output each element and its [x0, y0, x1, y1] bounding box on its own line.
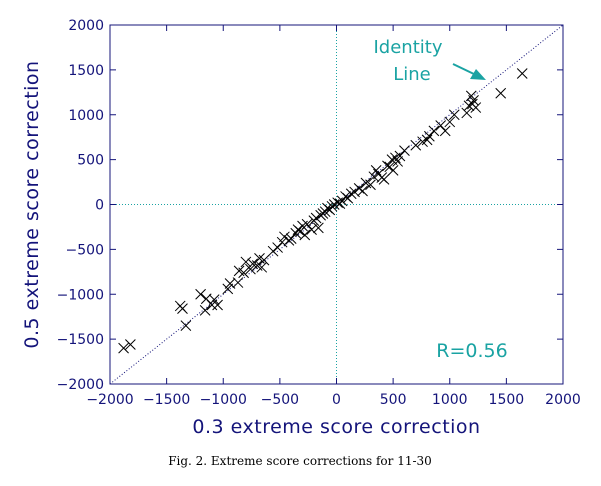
- identity-line-path: [109, 24, 564, 385]
- data-point: [306, 224, 317, 235]
- data-point: [125, 339, 136, 350]
- x-tick-label: 2000: [545, 392, 581, 408]
- x-tick-label: −500: [261, 392, 299, 408]
- x-tick-label: 1500: [489, 392, 525, 408]
- data-point: [118, 342, 129, 354]
- zero-lines: [110, 25, 563, 384]
- data-point: [444, 116, 456, 128]
- data-point: [276, 236, 288, 248]
- data-point: [336, 195, 348, 207]
- data-point: [387, 165, 399, 176]
- data-point: [435, 120, 447, 131]
- y-tick-label: 1500: [68, 63, 104, 79]
- x-tick-labels: −2000 −1500 −1000 −500 0 500 1000 1500 2000: [86, 392, 581, 408]
- identity-line-label-line2: Line: [393, 64, 431, 85]
- x-axis-label: 0.3 extreme score correction: [192, 416, 480, 438]
- data-point: [238, 267, 249, 279]
- data-point: [439, 125, 451, 137]
- data-point: [461, 107, 473, 119]
- data-point: [279, 231, 290, 243]
- identity-line: [109, 24, 564, 385]
- data-point: [357, 185, 368, 197]
- data-point: [463, 100, 475, 112]
- data-point: [428, 125, 440, 137]
- data-point: [386, 154, 398, 165]
- identity-line-label: Identity Line: [374, 37, 443, 85]
- data-point: [285, 233, 297, 244]
- identity-line-label-line1: Identity: [374, 37, 443, 58]
- data-point: [421, 134, 433, 146]
- x-tick-label: −2000: [86, 392, 133, 408]
- data-point: [232, 277, 244, 288]
- data-point: [448, 109, 460, 121]
- data-point: [468, 95, 479, 106]
- data-point: [495, 87, 507, 99]
- y-axis-ticks: [110, 24, 563, 385]
- x-tick-label: −1000: [200, 392, 247, 408]
- y-tick-label: −500: [66, 242, 104, 258]
- data-point: [206, 299, 218, 311]
- data-point: [399, 145, 410, 157]
- x-tick-label: 0: [332, 392, 341, 408]
- data-point: [324, 204, 336, 216]
- correlation-annotation: R=0.56: [436, 340, 507, 362]
- y-tick-label: −2000: [57, 377, 104, 393]
- data-point: [240, 256, 252, 268]
- data-point: [212, 299, 223, 311]
- figure-caption: Fig. 2. Extreme score corrections for 11…: [168, 454, 432, 468]
- data-point: [195, 288, 206, 300]
- data-point: [470, 102, 482, 113]
- data-point: [301, 218, 313, 230]
- data-point: [410, 139, 422, 151]
- data-point: [208, 294, 220, 305]
- x-tick-label: 1000: [432, 392, 468, 408]
- y-tick-labels: −2000 −1500 −1000 −500 0 500 1000 1500 2000: [57, 18, 104, 393]
- identity-line-arrowhead: [470, 69, 486, 80]
- data-point: [394, 150, 406, 162]
- data-point: [272, 242, 283, 253]
- x-tick-label: −1500: [143, 392, 190, 408]
- data-point: [222, 283, 234, 295]
- y-tick-label: 500: [77, 153, 104, 169]
- y-tick-label: −1500: [57, 332, 104, 348]
- data-point: [370, 165, 382, 176]
- y-axis-label: 0.5 extreme score correction: [21, 60, 43, 348]
- data-point: [256, 261, 268, 273]
- x-tick-label: 500: [380, 392, 407, 408]
- data-point: [345, 188, 357, 200]
- data-point: [267, 245, 279, 257]
- data-point: [177, 303, 188, 314]
- data-point: [313, 222, 324, 234]
- x-axis-ticks: [109, 25, 564, 384]
- y-tick-label: −1000: [57, 287, 104, 303]
- data-point: [365, 179, 376, 191]
- data-point: [199, 305, 211, 316]
- data-point: [424, 130, 435, 142]
- data-point: [378, 174, 390, 185]
- data-point: [516, 68, 528, 79]
- identity-line-arrow: [452, 63, 477, 76]
- data-points: [118, 68, 528, 354]
- y-tick-label: 1000: [68, 108, 104, 124]
- y-tick-label: 0: [95, 198, 104, 214]
- data-point: [299, 229, 311, 241]
- data-point: [258, 254, 270, 266]
- data-point: [392, 156, 404, 167]
- data-point: [245, 263, 256, 275]
- y-tick-label: 2000: [68, 18, 104, 34]
- data-point: [180, 320, 192, 332]
